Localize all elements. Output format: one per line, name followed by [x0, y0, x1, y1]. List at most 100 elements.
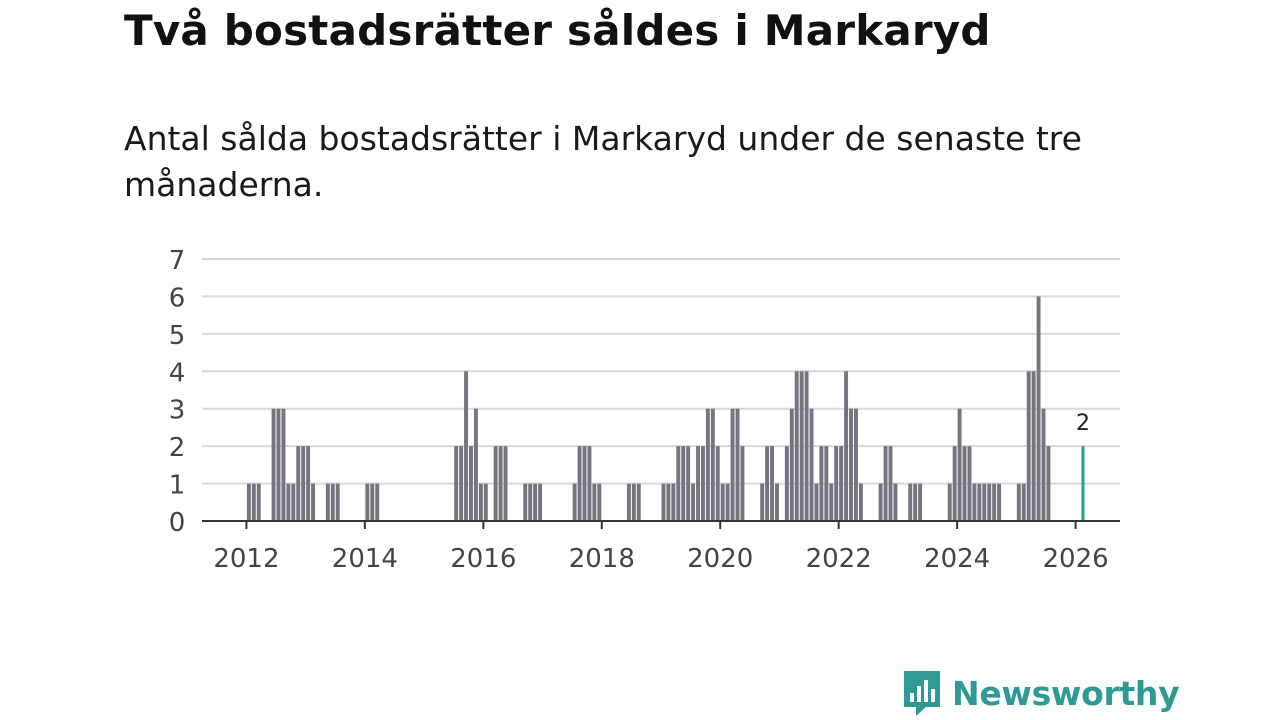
bar: [661, 483, 666, 521]
bar: [977, 483, 982, 521]
bar: [498, 446, 503, 521]
bar: [572, 483, 577, 521]
bar: [666, 483, 671, 521]
x-tick-label: 2024: [924, 544, 990, 574]
bar: [740, 446, 745, 521]
x-tick-label: 2016: [450, 544, 516, 574]
y-tick-label: 7: [169, 246, 186, 276]
bar: [478, 483, 483, 521]
bar: [918, 483, 923, 521]
bar: [710, 408, 715, 521]
bar: [824, 446, 829, 521]
bar: [1046, 446, 1051, 521]
bar: [459, 446, 464, 521]
bar: [681, 446, 686, 521]
x-tick-label: 2020: [687, 544, 753, 574]
bar: [725, 483, 730, 521]
y-axis: 0 1 2 3 4 5 6 7: [169, 246, 186, 538]
bar: [493, 446, 498, 521]
bar: [370, 483, 375, 521]
bar: [794, 371, 799, 521]
bar: [592, 483, 597, 521]
bar: [691, 483, 696, 521]
bar: [997, 483, 1002, 521]
bars: [246, 296, 1085, 521]
y-tick-label: 2: [169, 433, 186, 463]
latest-value-label: 2: [1076, 411, 1090, 436]
y-tick-label: 1: [169, 471, 186, 501]
bar: [992, 483, 997, 521]
bar: [676, 446, 681, 521]
bar: [1041, 408, 1046, 521]
bar: [365, 483, 370, 521]
bar: [849, 408, 853, 521]
bar: [947, 483, 952, 521]
bar: [636, 483, 641, 521]
data-labels: 2: [1076, 411, 1090, 436]
bar: [597, 483, 602, 521]
bar: [839, 446, 844, 521]
bar: [1031, 371, 1036, 521]
bar: [696, 446, 700, 521]
bar: [483, 483, 488, 521]
x-axis: 2012 2014 2016 2018 2020 2022 2024 2026: [202, 520, 1120, 574]
bar: [888, 446, 893, 521]
bar: [454, 446, 459, 521]
bar: [276, 408, 281, 521]
x-tick-label: 2022: [806, 544, 872, 574]
bar: [306, 446, 311, 521]
bar: [587, 446, 592, 521]
bar: [858, 483, 863, 521]
bar: [1036, 296, 1041, 521]
bar: [626, 483, 631, 521]
bar: [251, 483, 256, 521]
bar: [735, 408, 740, 521]
bar: [878, 483, 883, 521]
bar: [853, 408, 858, 521]
bar: [883, 446, 888, 521]
bar: [972, 483, 977, 521]
bar: [789, 408, 794, 521]
bar: [375, 483, 380, 521]
bar: [330, 483, 335, 521]
bar: [730, 408, 735, 521]
bar: [1026, 371, 1031, 521]
x-tick-label: 2018: [569, 544, 635, 574]
bar: [503, 446, 508, 521]
gridlines: [202, 258, 1120, 485]
bar: [799, 371, 804, 521]
bar: [720, 483, 725, 521]
bar: [464, 371, 469, 521]
bar: [765, 446, 770, 521]
y-tick-label: 3: [169, 396, 186, 426]
bar: [473, 408, 478, 521]
bar: [1021, 483, 1026, 521]
bar: [469, 446, 473, 521]
bar: [700, 446, 705, 521]
bar: [528, 483, 533, 521]
chart-subtitle: Antal sålda bostadsrätter i Markaryd und…: [124, 119, 1082, 204]
chart-title: Två bostadsrätter såldes i Markaryd: [124, 6, 991, 55]
bar: [957, 408, 962, 521]
bar: [538, 483, 543, 521]
bar: [671, 483, 676, 521]
bar: [819, 446, 824, 521]
bar: [834, 446, 839, 521]
bar: [325, 483, 330, 521]
bar: [775, 483, 779, 521]
bar: [271, 408, 276, 521]
bar: [582, 446, 587, 521]
bar: [967, 446, 972, 521]
bar: [804, 371, 809, 521]
bar: [296, 446, 301, 521]
bar: [246, 483, 251, 521]
bar: [577, 446, 582, 521]
bar: [893, 483, 898, 521]
bar: [286, 483, 291, 521]
y-tick-label: 5: [169, 321, 186, 351]
x-tick-label: 2014: [332, 544, 398, 574]
y-tick-label: 4: [169, 358, 186, 388]
x-tick-label: 2012: [213, 544, 279, 574]
bar: [256, 483, 261, 521]
